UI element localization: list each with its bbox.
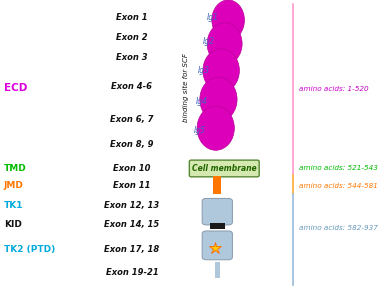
Ellipse shape: [200, 77, 237, 122]
Bar: [210, 223, 225, 229]
Text: amino acids: 544-581: amino acids: 544-581: [299, 183, 378, 189]
Text: amino acids: 521-543: amino acids: 521-543: [299, 166, 378, 171]
Text: Ig4: Ig4: [196, 97, 208, 106]
Text: ECD: ECD: [4, 83, 27, 93]
Text: Exon 12, 13: Exon 12, 13: [104, 201, 159, 211]
Text: Cell membrane: Cell membrane: [192, 164, 256, 173]
Bar: [215, 262, 220, 278]
Text: Exon 6, 7: Exon 6, 7: [110, 115, 154, 124]
Text: TK1: TK1: [4, 201, 23, 211]
Text: Exon 4-6: Exon 4-6: [111, 82, 152, 91]
Text: Ig1: Ig1: [207, 13, 219, 22]
Text: Exon 19-21: Exon 19-21: [106, 268, 158, 277]
Ellipse shape: [197, 106, 234, 150]
Text: Ig3: Ig3: [197, 66, 210, 75]
Text: Ig5: Ig5: [194, 126, 206, 135]
Bar: [213, 176, 221, 194]
Text: Exon 2: Exon 2: [116, 33, 148, 42]
Text: Exon 11: Exon 11: [113, 181, 151, 190]
Ellipse shape: [207, 23, 242, 65]
Text: Exon 3: Exon 3: [116, 53, 148, 62]
Text: JMD: JMD: [4, 181, 24, 190]
FancyBboxPatch shape: [202, 198, 232, 225]
Text: amino acids: 1-520: amino acids: 1-520: [299, 86, 368, 92]
Text: Exon 17, 18: Exon 17, 18: [104, 245, 159, 254]
Text: KID: KID: [4, 220, 22, 229]
Text: Exon 8, 9: Exon 8, 9: [110, 139, 154, 149]
Text: TK2 (PTD): TK2 (PTD): [4, 245, 55, 254]
Text: Exon 10: Exon 10: [113, 164, 151, 173]
FancyBboxPatch shape: [189, 160, 259, 177]
Text: Exon 1: Exon 1: [116, 13, 148, 22]
Text: binding site for SCF: binding site for SCF: [182, 53, 189, 122]
Ellipse shape: [212, 0, 244, 40]
Text: TMD: TMD: [4, 164, 27, 173]
Text: amino acids: 582-937: amino acids: 582-937: [299, 225, 378, 230]
Text: Ig2: Ig2: [203, 37, 215, 46]
Text: Exon 14, 15: Exon 14, 15: [104, 220, 159, 229]
Ellipse shape: [203, 49, 239, 92]
FancyBboxPatch shape: [202, 231, 232, 260]
